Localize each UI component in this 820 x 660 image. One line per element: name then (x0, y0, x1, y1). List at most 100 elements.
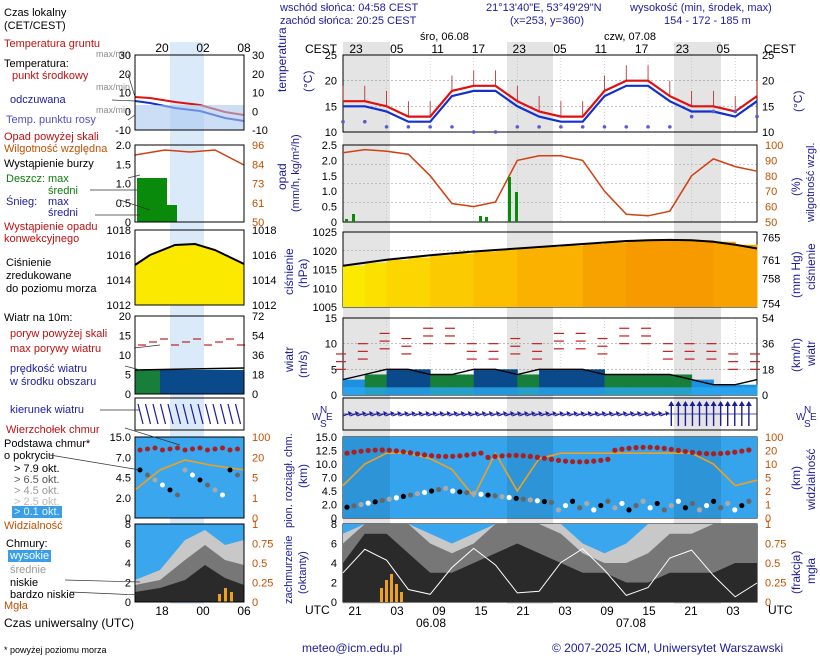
cloud-top-dot (351, 449, 357, 455)
wind-arrow-head (517, 411, 522, 416)
mini-wind-arrow (167, 403, 174, 425)
wind-arrow-head (348, 411, 352, 416)
cloud-base-dot (541, 498, 548, 505)
wind-tick-left: 5 (331, 364, 337, 376)
wind-arrow-head (668, 401, 675, 406)
pressure-area (669, 239, 693, 307)
prec-tick-left: 2.0 (322, 155, 337, 167)
press-tick-right: 761 (762, 255, 780, 267)
mini-cloud-base (212, 487, 218, 493)
cloud-top-dot (605, 456, 611, 462)
footer-email[interactable]: meteo@icm.edu.pl (302, 641, 403, 655)
legend-utc: Czas uniwersalny (UTC) (4, 616, 135, 630)
rain-bar (479, 216, 482, 222)
cloud-top-dot (562, 458, 569, 464)
wind-arrow-head (496, 411, 501, 416)
fog-tick: 0.25 (765, 578, 786, 590)
cloud-base-dot (464, 490, 470, 496)
mini-fog-bar (230, 592, 233, 602)
mini-cloud-top (137, 447, 143, 453)
cloud-base-dot (520, 496, 526, 502)
legend-time: Czas lokalny (4, 7, 67, 19)
cloud-base-dot (414, 491, 421, 497)
legend-rain: Deszcz: (6, 173, 46, 185)
wind-arrow-head (524, 411, 529, 416)
mini-press (134, 229, 245, 306)
cloud-top-dot (506, 452, 512, 459)
mini-temp-tick-left: 0 (125, 106, 131, 118)
cloud-top-dot (555, 457, 562, 463)
mini-cloud-top (167, 446, 173, 452)
cloud-base-dot (696, 507, 703, 513)
mini-wind-tick-left: 10 (119, 350, 131, 362)
cloud-base-dot (555, 507, 562, 513)
cloud-base-dot (457, 489, 463, 495)
utc-right: UTC (768, 603, 793, 617)
cloud-base-dot (513, 495, 519, 501)
cloud-base-dot (534, 498, 540, 504)
mini-prec-tick-left: 1.0 (116, 179, 131, 191)
legend-pressure3: do poziomu morza (6, 283, 97, 295)
cloud-night (507, 437, 553, 518)
humidity-tick: 70 (765, 186, 777, 198)
mini-dir (134, 397, 245, 431)
cloud-base-dot (393, 495, 399, 501)
mini-cloud-tick-left: 15.0 (110, 432, 131, 444)
mini-cloud-base (227, 467, 233, 473)
cloud-top-dot (407, 450, 414, 456)
cloud-base-dot (358, 501, 364, 508)
mini-cloud-top (152, 445, 158, 451)
fog-bar (390, 574, 393, 602)
cloud-top-dot (682, 448, 689, 455)
cloud-base-dot (400, 493, 406, 499)
cloud-base-dot (682, 505, 689, 511)
time-bottom-label: 21 (684, 604, 698, 618)
prec-tick-left: 1.0 (322, 186, 337, 198)
wind-arrow-head (383, 411, 388, 416)
mini-prec-tick-right: 50 (252, 217, 264, 229)
sunset-text: zachód słońca: 20:25 CEST (280, 15, 417, 27)
rain-bar (352, 214, 355, 222)
mini-prec-tick-left: 0 (125, 217, 131, 229)
mini-humidity-line (134, 149, 245, 166)
legend-precip-occ: Wystąpienie opadu (4, 221, 98, 233)
rain-bar (515, 192, 518, 222)
cloud-base-dot (506, 494, 512, 501)
cloud-base-dot (612, 505, 618, 511)
wind-arrow-head (446, 411, 451, 416)
time-bottom-label: 09 (600, 604, 614, 618)
night-band (343, 42, 390, 604)
wind-arrow-head (644, 411, 649, 416)
dew-point-dot (515, 125, 520, 129)
wind-arrow-head (566, 411, 571, 416)
compass-w-left: W (312, 412, 322, 423)
cloud-tick-left: 7.0 (322, 473, 337, 485)
legend-pressure2: zredukowane (6, 270, 72, 282)
dew-point-dot (450, 125, 454, 129)
mini-wind-arrow (159, 403, 167, 425)
cloud-top-dot (527, 453, 533, 459)
cloud-top-dot (696, 450, 703, 456)
wind-speed-line (342, 368, 758, 386)
cloud-base-dot (372, 499, 378, 505)
wind-arrow-head (425, 411, 430, 416)
dew-point-dot (471, 130, 476, 134)
cloud-top-dot (429, 453, 435, 459)
cloud-base-dot (478, 491, 484, 497)
cloud-base-dot (732, 507, 738, 513)
mini-temp-tick-right: 10 (252, 88, 264, 100)
cloud-top-dot (619, 446, 625, 452)
wind-arrow-head (689, 401, 696, 406)
legend-rain-max: max (48, 173, 69, 185)
sunrise-text: wschód słońca: 04:58 CEST (280, 2, 419, 14)
mini-cover-tick-right: 0.25 (252, 578, 273, 590)
wind-tick-left: 15 (325, 313, 337, 325)
mini-prec-tick-right: 73 (252, 179, 264, 191)
pressure-area (430, 255, 453, 307)
mini-temp-tick-right: 30 (252, 50, 264, 62)
cloud-base-dot (654, 500, 660, 507)
legend-leader (127, 114, 136, 121)
time-top-label: 05 (390, 42, 404, 56)
pressure-area (386, 259, 409, 307)
